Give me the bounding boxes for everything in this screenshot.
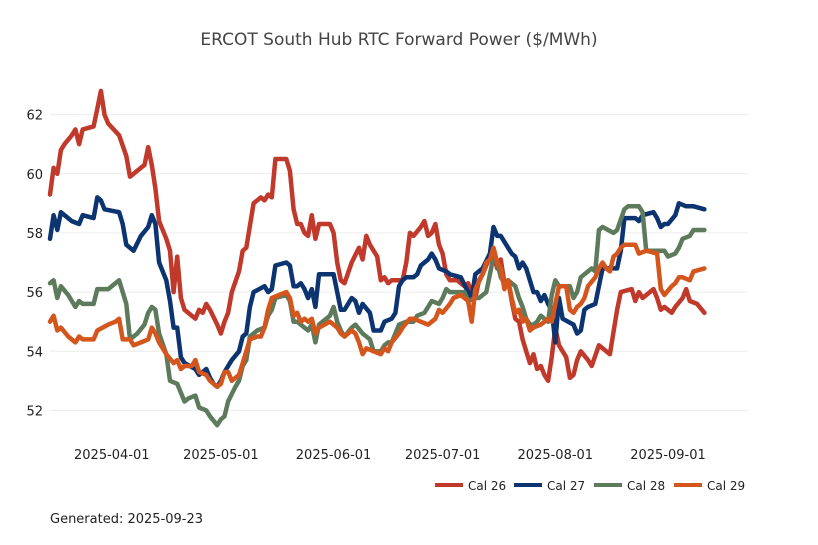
series-line-cal-26 xyxy=(47,88,707,384)
x-tick-label: 2025-08-01 xyxy=(518,448,594,463)
y-tick-label: 52 xyxy=(26,404,43,419)
series-line-cal-29 xyxy=(47,242,707,390)
grid-lines xyxy=(50,114,748,411)
y-tick-label: 54 xyxy=(26,345,43,360)
y-tick-label: 60 xyxy=(26,168,43,183)
legend-label: Cal 29 xyxy=(707,479,745,493)
legend: Cal 26 Cal 27 Cal 28 Cal 29 xyxy=(435,479,745,493)
legend-label: Cal 26 xyxy=(468,479,506,493)
x-tick-label: 2025-05-01 xyxy=(183,448,259,463)
x-axis: 2025-04-01 2025-05-01 2025-06-01 2025-07-01… xyxy=(74,448,706,463)
generated-note: Generated: 2025-09-23 xyxy=(50,512,204,527)
x-tick-label: 2025-09-01 xyxy=(630,448,706,463)
chart-title: ERCOT South Hub RTC Forward Power ($/MWh… xyxy=(200,30,597,50)
y-tick-label: 56 xyxy=(26,286,43,301)
legend-label: Cal 27 xyxy=(547,479,585,493)
legend-label: Cal 28 xyxy=(627,479,665,493)
y-tick-label: 58 xyxy=(26,227,43,242)
y-tick-label: 62 xyxy=(26,109,43,124)
series-line-cal-28 xyxy=(47,204,707,428)
y-axis: 52 54 56 58 60 62 xyxy=(26,109,43,420)
x-tick-label: 2025-06-01 xyxy=(296,448,372,463)
plot-lines xyxy=(47,88,707,428)
series-line-cal-27 xyxy=(47,195,707,390)
x-tick-label: 2025-07-01 xyxy=(405,448,481,463)
x-tick-label: 2025-04-01 xyxy=(74,448,150,463)
